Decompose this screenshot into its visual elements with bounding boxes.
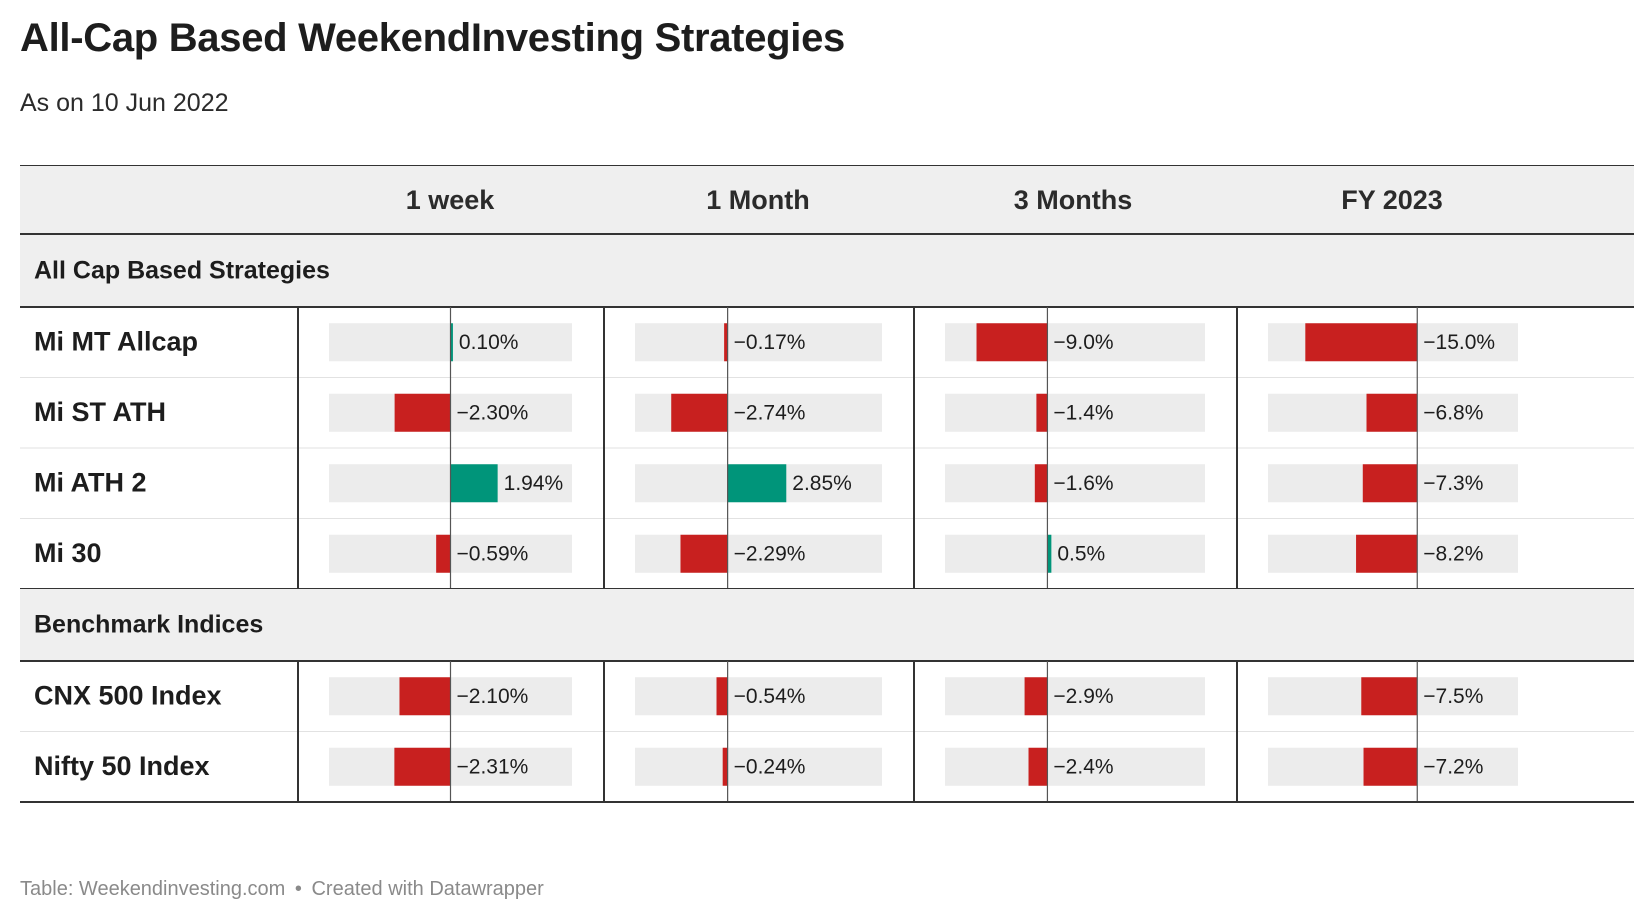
value-label: −1.4% xyxy=(1053,401,1113,424)
value-bar xyxy=(722,747,728,786)
bar-track xyxy=(635,747,882,786)
row-label: Mi ST ATH xyxy=(34,397,166,427)
value-bar xyxy=(671,393,728,432)
value-bar xyxy=(724,323,728,362)
value-bar xyxy=(1362,464,1418,503)
value-label: −15.0% xyxy=(1423,331,1495,354)
group-header-band xyxy=(20,589,1634,661)
value-label: −2.29% xyxy=(734,542,806,565)
credit-link[interactable]: Created with Datawrapper xyxy=(311,878,544,900)
header-bottom-rule xyxy=(20,233,1634,236)
row-label: Nifty 50 Index xyxy=(34,751,210,781)
value-label: −0.59% xyxy=(457,542,529,565)
bar-track xyxy=(635,677,882,716)
value-label: −2.10% xyxy=(457,685,529,708)
value-bar xyxy=(1366,393,1418,432)
value-label: −2.74% xyxy=(734,401,806,424)
value-bar xyxy=(1036,393,1048,432)
value-bar xyxy=(1363,747,1418,786)
group-label: All Cap Based Strategies xyxy=(34,257,330,285)
column-header-band xyxy=(20,165,1634,235)
value-label: −0.54% xyxy=(734,685,806,708)
value-label: 0.5% xyxy=(1057,542,1105,565)
column-header: 1 Month xyxy=(706,185,809,215)
chart-subtitle: As on 10 Jun 2022 xyxy=(20,89,229,117)
footer-separator: • xyxy=(294,878,302,900)
performance-table: 1 week 1 Month 3 Months FY 2023 All Cap Base… xyxy=(20,165,1634,803)
value-label: −2.9% xyxy=(1053,685,1113,708)
value-bar xyxy=(399,677,451,716)
bar-track xyxy=(945,464,1205,503)
value-label: −2.4% xyxy=(1053,755,1113,778)
value-bar xyxy=(680,534,728,573)
group-bottom-rule xyxy=(20,660,1634,662)
value-bar xyxy=(1361,677,1418,716)
value-label: 1.94% xyxy=(504,472,564,495)
chart-footer: Table: Weekendinvesting.com • Created wi… xyxy=(20,878,544,901)
value-label: −6.8% xyxy=(1423,401,1483,424)
group-label: Benchmark Indices xyxy=(34,611,263,639)
value-bar xyxy=(450,464,498,503)
column-header: 3 Months xyxy=(1014,185,1133,215)
value-bar xyxy=(1024,677,1048,716)
value-bar xyxy=(1034,464,1048,503)
value-bar xyxy=(450,323,453,362)
block-bottom-rule xyxy=(20,801,1634,803)
chart-title: All-Cap Based WeekendInvesting Strategie… xyxy=(20,16,845,60)
bar-track xyxy=(635,534,882,573)
bar-track xyxy=(945,747,1205,786)
value-bar xyxy=(436,534,451,573)
value-bar xyxy=(976,323,1048,362)
row-label: CNX 500 Index xyxy=(34,680,222,710)
value-label: −2.31% xyxy=(457,755,529,778)
value-label: −2.30% xyxy=(457,401,529,424)
value-bar xyxy=(1356,534,1418,573)
bar-track xyxy=(945,393,1205,432)
value-label: −7.3% xyxy=(1423,472,1483,495)
value-label: −8.2% xyxy=(1423,542,1483,565)
group-header-band xyxy=(20,235,1634,307)
bar-track xyxy=(635,323,882,362)
group-bottom-rule xyxy=(20,306,1634,308)
bar-track xyxy=(945,534,1205,573)
column-header: FY 2023 xyxy=(1341,185,1443,215)
source-note: Table: Weekendinvesting.com xyxy=(20,878,286,900)
bar-track xyxy=(945,677,1205,716)
top-rule xyxy=(20,165,1634,166)
value-label: −7.2% xyxy=(1423,755,1483,778)
value-label: −7.5% xyxy=(1423,685,1483,708)
row-label: Mi ATH 2 xyxy=(34,467,147,497)
value-label: −0.17% xyxy=(734,331,806,354)
value-bar xyxy=(727,464,787,503)
value-label: 2.85% xyxy=(792,472,852,495)
value-bar xyxy=(394,393,451,432)
column-header: 1 week xyxy=(406,185,496,215)
value-label: −9.0% xyxy=(1053,331,1113,354)
row-label: Mi 30 xyxy=(34,538,102,568)
value-label: −0.24% xyxy=(734,755,806,778)
value-bar xyxy=(716,677,728,716)
value-bar xyxy=(394,747,451,786)
value-bar xyxy=(1047,534,1052,573)
row-label: Mi MT Allcap xyxy=(34,326,198,356)
value-label: 0.10% xyxy=(459,331,519,354)
value-bar xyxy=(1305,323,1418,362)
value-bar xyxy=(1028,747,1048,786)
value-label: −1.6% xyxy=(1053,472,1113,495)
